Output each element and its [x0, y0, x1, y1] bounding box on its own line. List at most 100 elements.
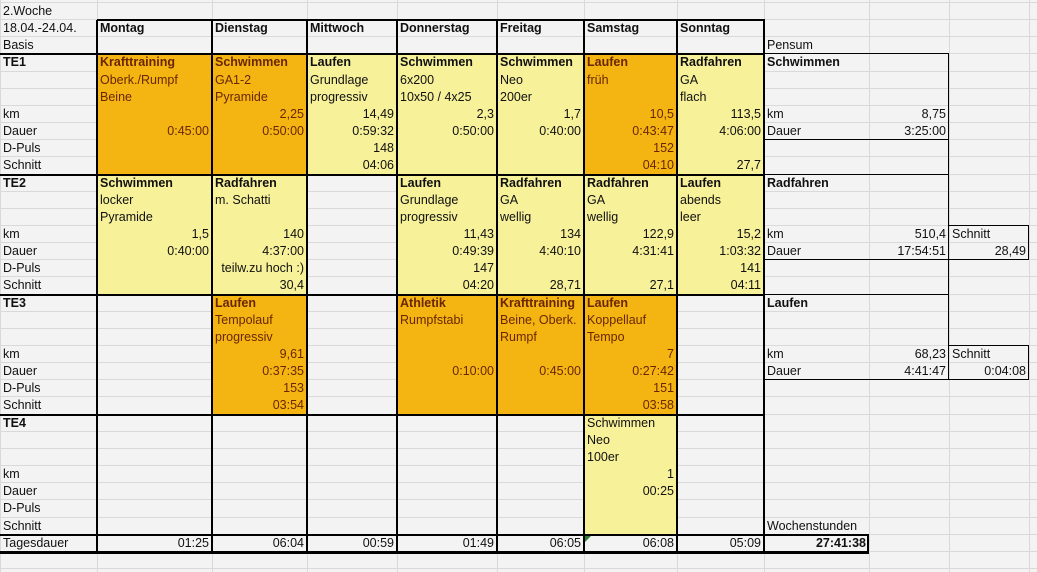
session-detail[interactable]: flach	[680, 89, 707, 104]
row-label[interactable]: Dauer	[3, 124, 38, 139]
session-sport[interactable]: Schwimmen	[400, 55, 473, 70]
session-puls[interactable]	[500, 140, 581, 157]
block-label[interactable]: TE2	[3, 175, 26, 190]
session-sport[interactable]: Radfahren	[500, 175, 562, 190]
row-label[interactable]: D-Puls	[3, 501, 41, 516]
session-detail[interactable]: leer	[680, 209, 701, 224]
session-schnitt[interactable]	[587, 518, 674, 535]
session-schnitt[interactable]: 30,4	[279, 278, 304, 293]
session-puls[interactable]	[680, 140, 761, 157]
session-dauer[interactable]: 4:06:00	[719, 124, 761, 139]
day-header-mittwoch[interactable]: Mittwoch	[310, 21, 365, 36]
row-label[interactable]: Schnitt	[3, 278, 42, 293]
session-schnitt[interactable]	[100, 157, 209, 174]
session-schnitt[interactable]	[400, 157, 494, 174]
day-header-freitag[interactable]: Freitag	[500, 21, 542, 36]
pensum-schnitt[interactable]: 0:04:08	[984, 364, 1026, 379]
row-label[interactable]: km	[3, 347, 20, 361]
daily-total[interactable]: 00:59	[362, 535, 394, 550]
pensum-km[interactable]: 68,23	[914, 347, 946, 361]
session-puls[interactable]	[100, 260, 209, 277]
session-dauer[interactable]: 0:59:32	[352, 124, 394, 139]
row-label[interactable]: Schnitt	[3, 398, 42, 413]
session-dauer[interactable]: 0:10:00	[452, 364, 494, 379]
session-detail[interactable]: GA	[587, 192, 606, 207]
session-sport[interactable]: Laufen	[310, 55, 351, 70]
daily-total[interactable]: 06:04	[272, 535, 304, 550]
session-km[interactable]: 113,5	[730, 106, 761, 121]
pensum-sport[interactable]: Radfahren	[767, 175, 829, 190]
session-detail[interactable]: Pyramide	[215, 89, 268, 104]
session-detail[interactable]: wellig	[500, 209, 532, 224]
session-sport[interactable]: Schwimmen	[215, 55, 288, 70]
session-dauer[interactable]: 00:25	[642, 484, 674, 499]
session-dauer[interactable]: 0:50:00	[262, 124, 304, 139]
row-label[interactable]: Dauer	[3, 484, 38, 499]
row-label[interactable]: km	[3, 467, 20, 482]
row-label[interactable]: km	[3, 226, 20, 241]
session-sport[interactable]: Laufen	[215, 295, 256, 310]
session-dauer[interactable]: 1:03:32	[719, 244, 761, 259]
session-puls[interactable]	[500, 260, 581, 277]
session-km[interactable]: 122,9	[642, 226, 674, 241]
session-sport[interactable]: Schwimmen	[500, 55, 573, 70]
session-detail[interactable]: Neo	[587, 432, 610, 447]
pensum-km-label[interactable]: km	[767, 226, 784, 241]
session-schnitt[interactable]: 04:20	[462, 278, 494, 293]
session-sport[interactable]: Laufen	[587, 295, 628, 310]
pensum-km-label[interactable]: km	[767, 347, 784, 361]
session-km[interactable]: 140	[283, 226, 304, 241]
pensum-dauer[interactable]: 17:54:51	[897, 244, 946, 259]
session-sport[interactable]: Schwimmen	[100, 175, 173, 190]
row-label[interactable]: km	[3, 106, 20, 121]
session-km[interactable]: 9,61	[279, 347, 304, 361]
pensum-schnitt-label[interactable]: Schnitt	[952, 226, 991, 241]
pensum-km[interactable]: 8,75	[921, 106, 946, 121]
session-schnitt[interactable]: 04:06	[362, 158, 394, 173]
daily-total[interactable]: 01:25	[177, 535, 209, 550]
block-label[interactable]: TE4	[3, 415, 26, 430]
week-hours-label[interactable]: Wochenstunden	[767, 518, 858, 533]
session-km[interactable]: 7	[667, 347, 674, 361]
daily-total[interactable]: 01:49	[462, 535, 494, 550]
session-detail[interactable]: Rumpfstabi	[400, 312, 464, 327]
session-detail[interactable]: Grundlage	[400, 192, 459, 207]
session-schnitt[interactable]: 04:11	[730, 278, 761, 293]
daily-total[interactable]: 06:05	[549, 535, 581, 550]
pensum-km-label[interactable]: km	[767, 106, 784, 121]
session-dauer[interactable]: 0:45:00	[167, 124, 209, 139]
daily-total-label[interactable]: Tagesdauer	[3, 535, 69, 550]
session-schnitt[interactable]: 27,1	[649, 278, 674, 293]
session-schnitt[interactable]: 27,7	[736, 158, 761, 173]
session-detail[interactable]: progressiv	[215, 329, 273, 344]
session-sport[interactable]: Radfahren	[680, 55, 742, 70]
session-km[interactable]: 10,5	[649, 106, 674, 121]
session-detail[interactable]: Pyramide	[100, 209, 153, 224]
session-puls[interactable]	[400, 140, 494, 157]
session-detail[interactable]: 200er	[500, 89, 532, 104]
session-detail[interactable]: Oberk./Rumpf	[100, 72, 178, 87]
session-dauer[interactable]: 4:37:00	[262, 244, 304, 259]
session-detail[interactable]: GA	[680, 72, 699, 87]
phase-label[interactable]: Basis	[3, 38, 34, 53]
session-dauer[interactable]: 0:37:35	[262, 364, 304, 379]
day-header-montag[interactable]: Montag	[100, 21, 145, 36]
row-label[interactable]: Schnitt	[3, 158, 42, 173]
session-dauer[interactable]: 4:40:10	[539, 244, 581, 259]
session-schnitt[interactable]: 28,71	[549, 278, 581, 293]
session-dauer[interactable]: 0:49:39	[452, 244, 494, 259]
session-schnitt[interactable]	[500, 397, 581, 414]
session-detail[interactable]	[400, 329, 494, 346]
session-sport[interactable]: Krafttraining	[500, 295, 575, 310]
pensum-dauer[interactable]: 3:25:00	[904, 124, 946, 139]
session-puls[interactable]	[215, 140, 304, 157]
session-detail[interactable]: Koppellauf	[587, 312, 647, 327]
session-detail[interactable]: Beine	[100, 89, 132, 104]
session-km[interactable]	[100, 106, 209, 123]
session-km[interactable]: 2,25	[279, 106, 304, 121]
block-label[interactable]: TE3	[3, 295, 26, 310]
session-dauer[interactable]: 0:27:42	[632, 364, 674, 379]
pensum-km[interactable]: 510,4	[914, 226, 946, 241]
session-km[interactable]: 1,5	[191, 226, 209, 241]
session-km[interactable]: 14,49	[362, 106, 394, 121]
